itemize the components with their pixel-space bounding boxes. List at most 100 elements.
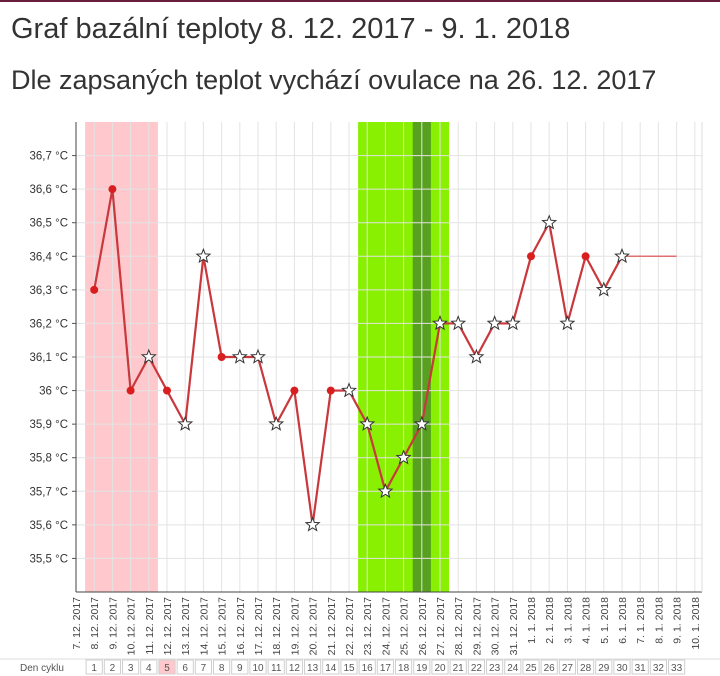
- data-point-star: [468, 348, 485, 364]
- x-tick-label: 13. 12. 2017: [180, 597, 192, 656]
- y-tick-label: 35,7 °C: [30, 486, 68, 498]
- cycle-day-cell: [194, 659, 213, 675]
- x-tick-label: 15. 12. 2017: [217, 597, 229, 656]
- cycle-day-cell: [304, 659, 322, 675]
- cycle-day-number: 24: [507, 663, 519, 674]
- x-tick-label: 16. 12. 2017: [235, 597, 247, 656]
- data-point-star: [195, 247, 212, 264]
- cycle-day-cell: [358, 659, 376, 675]
- data-point-star: [341, 382, 357, 398]
- x-tick-label: 31. 12. 2017: [508, 597, 520, 656]
- cycle-day-cell: [376, 659, 394, 675]
- cycle-day-number: 30: [616, 663, 628, 674]
- cycle-day-number: 28: [580, 663, 592, 674]
- data-point-star: [250, 348, 266, 364]
- cycle-day-number: 1: [91, 663, 97, 674]
- cycle-day-number: 23: [489, 663, 501, 674]
- cycle-day-number: 21: [453, 663, 465, 674]
- cycle-day-cell: [649, 659, 667, 675]
- data-point-star: [140, 348, 157, 364]
- x-tick-label: 4. 1. 2018: [581, 597, 593, 644]
- data-point-star: [504, 315, 521, 331]
- cycle-day-number: 26: [544, 663, 556, 674]
- cycle-day-number: 17: [380, 663, 392, 674]
- cycle-day-cell: [322, 659, 340, 675]
- cycle-day-cell: [467, 659, 485, 675]
- data-point-star: [559, 315, 576, 331]
- cycle-day-cell: [176, 659, 194, 675]
- x-tick-label: 22. 12. 2017: [344, 597, 356, 656]
- cycle-day-number: 31: [635, 663, 647, 674]
- cycle-day-number: 4: [146, 663, 152, 674]
- data-point-dot: [290, 386, 299, 395]
- cycle-day-cell: [449, 659, 467, 675]
- cycle-day-cell: [395, 659, 413, 675]
- x-tick-label: 6. 1. 2018: [617, 597, 629, 644]
- x-tick-label: 7. 12. 2017: [71, 597, 83, 650]
- cycle-day-cell: [413, 659, 431, 675]
- cycle-day-cell: [231, 659, 249, 675]
- cycle-day-number: 27: [562, 663, 574, 674]
- x-tick-label: 18. 12. 2017: [271, 597, 283, 656]
- cycle-day-number: 29: [598, 663, 610, 674]
- cycle-day-number: 16: [362, 663, 374, 674]
- data-point-dot: [581, 252, 590, 261]
- x-tick-label: 25. 12. 2017: [399, 597, 411, 656]
- cycle-day-number: 15: [343, 663, 355, 674]
- x-tick-label: 3. 1. 2018: [562, 597, 574, 644]
- data-point-star: [359, 415, 376, 431]
- cycle-day-cell: [577, 659, 595, 675]
- cycle-day-cell: [558, 659, 576, 675]
- data-point-star: [304, 516, 321, 532]
- cycle-day-number: 7: [201, 663, 207, 674]
- cycle-day-cell: [213, 659, 231, 675]
- cycle-day-number: 25: [525, 663, 537, 674]
- temperature-line: [93, 188, 623, 526]
- cycle-day-number: 18: [398, 663, 410, 674]
- cycle-day-number: 13: [307, 663, 319, 674]
- x-tick-label: 9. 12. 2017: [107, 597, 119, 650]
- cycle-day-cell: [631, 659, 649, 675]
- data-point-dot: [326, 386, 335, 395]
- y-tick-label: 35,9 °C: [30, 419, 68, 431]
- data-point-star: [432, 315, 448, 331]
- cycle-day-number: 11: [271, 663, 282, 674]
- cycle-day-number: 10: [252, 663, 264, 674]
- x-tick-label: 1. 1. 2018: [526, 597, 538, 644]
- data-point-dot: [108, 185, 117, 194]
- x-tick-label: 8. 12. 2017: [89, 597, 101, 650]
- y-tick-label: 36,3 °C: [30, 285, 68, 297]
- cycle-day-cell: [122, 659, 140, 675]
- data-point-star: [231, 348, 248, 364]
- data-point-star: [377, 482, 394, 499]
- cycle-day-label: Den cyklu: [20, 663, 64, 674]
- cycle-day-number: 3: [128, 663, 134, 674]
- x-tick-label: 24. 12. 2017: [380, 597, 392, 656]
- cycle-day-cell: [613, 659, 631, 675]
- y-tick-label: 36,1 °C: [30, 352, 68, 364]
- cycle-day-cell: [249, 659, 267, 675]
- data-point-star: [595, 281, 612, 297]
- x-tick-label: 28. 12. 2017: [453, 597, 465, 656]
- cycle-day-cell: [486, 659, 504, 675]
- y-tick-label: 36,6 °C: [30, 184, 68, 196]
- data-point-star: [614, 247, 630, 264]
- cycle-day-number: 20: [434, 663, 446, 674]
- x-tick-label: 27. 12. 2017: [435, 597, 447, 656]
- y-tick-label: 36,5 °C: [30, 218, 68, 230]
- x-tick-label: 5. 1. 2018: [599, 597, 611, 644]
- x-tick-label: 7. 1. 2018: [635, 597, 647, 644]
- cycle-day-cell: [431, 659, 449, 675]
- cycle-day-cell: [285, 659, 303, 675]
- x-tick-label: 10. 12. 2017: [126, 597, 138, 656]
- data-point-dot: [217, 353, 226, 361]
- page-subtitle: Dle zapsaných teplot vychází ovulace na …: [11, 65, 657, 95]
- x-tick-label: 29. 12. 2017: [471, 597, 483, 656]
- cycle-day-cell: [158, 659, 176, 675]
- x-tick-label: 19. 12. 2017: [289, 597, 301, 656]
- cycle-day-number: 2: [110, 663, 116, 674]
- cycle-day-cell: [595, 659, 613, 675]
- data-point-star: [395, 449, 412, 465]
- cycle-day-cell: [504, 659, 522, 675]
- x-tick-label: 26. 12. 2017: [417, 597, 429, 656]
